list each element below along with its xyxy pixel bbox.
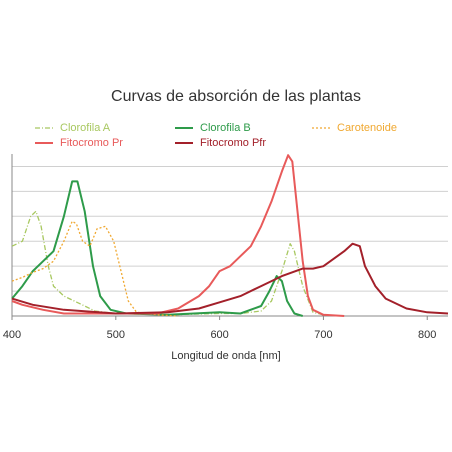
- series-line: [11, 180, 303, 317]
- x-tick-label: 700: [314, 329, 332, 341]
- series-line: [11, 220, 179, 317]
- legend-label: Clorofila A: [60, 122, 111, 134]
- x-tick-label: 400: [3, 329, 21, 341]
- x-tick-label: 600: [210, 329, 228, 341]
- x-tick-label: 500: [107, 329, 125, 341]
- legend-label: Fitocromo Pr: [60, 137, 123, 149]
- legend-label: Carotenoide: [337, 122, 397, 134]
- x-tick-label: 800: [418, 329, 436, 341]
- series-line: [11, 154, 345, 317]
- legend-label: Clorofila B: [200, 122, 251, 134]
- series-line: [11, 210, 345, 317]
- chart-title: Curvas de absorción de las plantas: [111, 88, 361, 105]
- legend-label: Fitocromo Pfr: [200, 137, 266, 149]
- x-axis-label: Longitud de onda [nm]: [171, 350, 280, 362]
- series-line: [11, 242, 449, 315]
